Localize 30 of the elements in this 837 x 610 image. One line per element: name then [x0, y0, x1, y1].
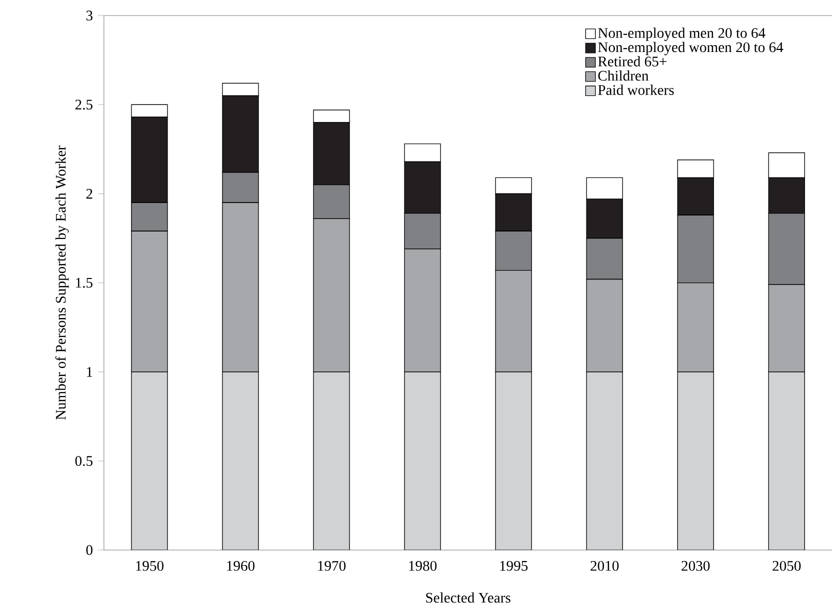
- x-tick-label: 1960: [227, 560, 255, 571]
- x-tick-label: 1995: [500, 560, 528, 571]
- legend-label: Non-employed women 20 to 64: [598, 42, 784, 55]
- y-tick-label: 0.5: [75, 456, 92, 466]
- x-tick-label: 2010: [590, 560, 619, 571]
- bar: [495, 371, 532, 550]
- y-tick-label: 0: [86, 544, 92, 555]
- y-tick-label: 2.5: [75, 100, 92, 110]
- legend-label: Children: [598, 70, 649, 80]
- x-tick-label: 2030: [682, 560, 710, 571]
- y-axis-title: Number of Persons Supported by Each Worker: [55, 145, 69, 420]
- bar: [404, 371, 441, 550]
- bar: [222, 371, 259, 550]
- bar: [677, 371, 714, 550]
- legend-label: Paid workers: [598, 84, 674, 95]
- y-tick-label: 1.5: [76, 278, 92, 288]
- x-tick-label: 1970: [318, 560, 346, 571]
- x-tick-label: 1980: [409, 560, 437, 571]
- legend-label: Non-employed men 20 to 64: [598, 27, 766, 41]
- bar: [768, 371, 805, 550]
- y-tick-label: 1: [87, 366, 92, 377]
- bar: [131, 371, 168, 550]
- legend-label: Retired 65+: [598, 56, 666, 66]
- y-tick-label: 2: [86, 188, 92, 198]
- x-axis-title: Selected Years: [426, 592, 510, 602]
- bar: [313, 371, 350, 550]
- y-tick-label: 3: [86, 10, 92, 20]
- x-tick-label: 1950: [136, 560, 164, 571]
- bar: [586, 371, 623, 550]
- x-tick-label: 2050: [772, 560, 801, 571]
